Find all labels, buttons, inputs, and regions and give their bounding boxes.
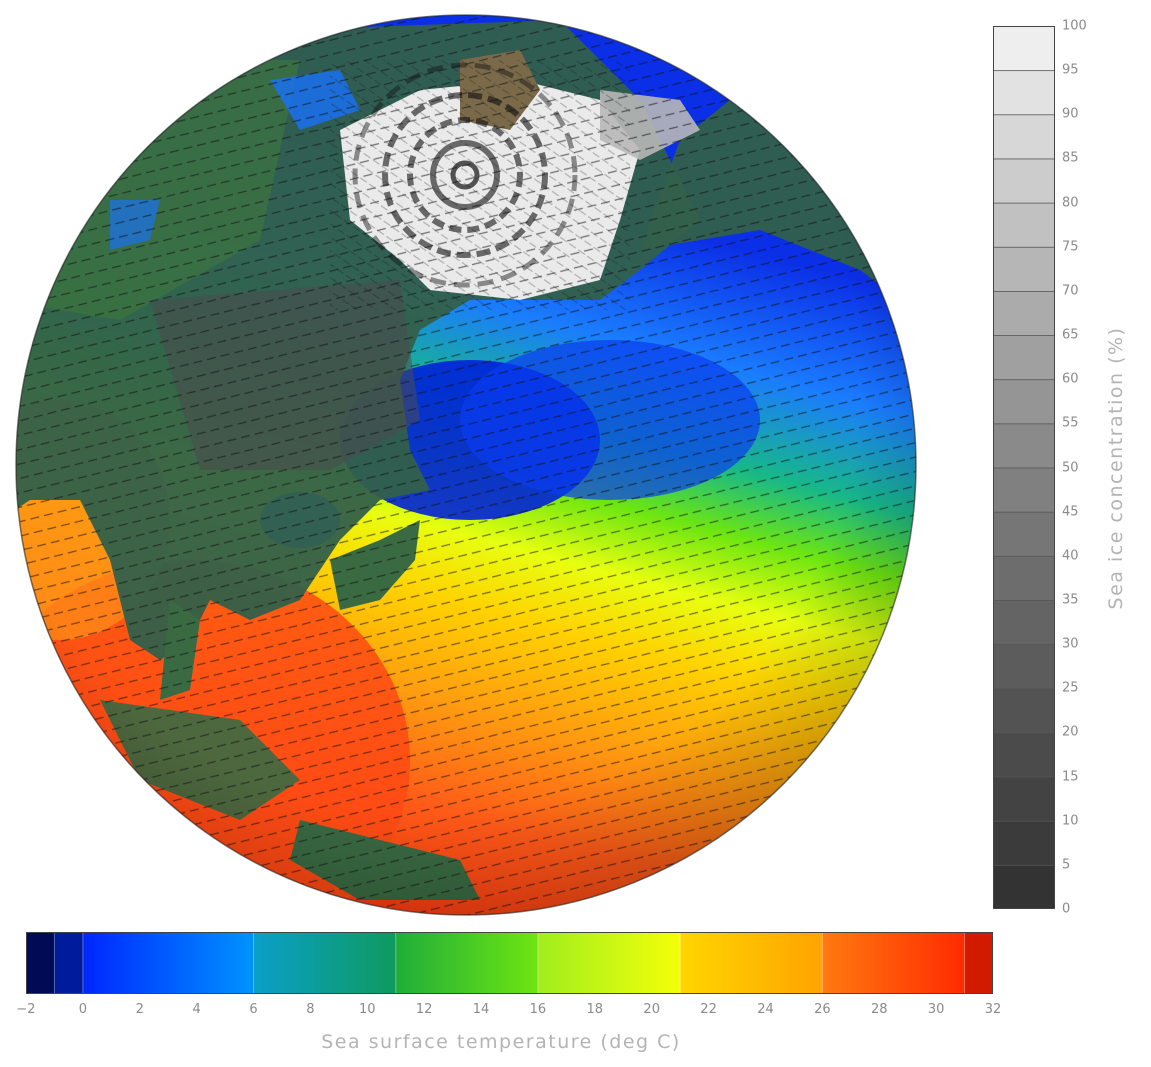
sst-band-2 [82,932,255,994]
sea-ice-colorbar [993,26,1055,909]
sst-tick-label: 16 [529,1002,547,1017]
ice-tick-label: 90 [1062,106,1079,122]
sst-tick-label: 4 [192,1002,201,1017]
sst-tick-label: 18 [586,1002,604,1017]
sst-band-6 [680,932,823,994]
sst-band-3 [253,932,397,994]
sst-band-1 [54,932,84,994]
ice-tick-label: 55 [1062,415,1079,431]
ice-band-3 [993,732,1055,778]
sst-tick-label: 10 [359,1002,376,1017]
sst-bar-frame [26,932,993,994]
ice-tick-label: 70 [1062,283,1079,299]
ice-tick-label: 50 [1062,460,1079,475]
ice-band-10 [993,422,1055,469]
ice-band-12 [993,334,1055,381]
ice-band-0 [993,864,1055,909]
sst-band-8 [964,932,993,994]
sst-colorbar [26,932,993,994]
sst-tick-label: 30 [927,1002,945,1017]
ice-band-6 [993,599,1055,646]
ice-tick-label: 35 [1062,592,1079,608]
sst-tick-label: 24 [757,1002,774,1017]
ice-tick-label: 95 [1062,62,1079,78]
sst-band-7 [822,932,966,994]
globe-surface [16,15,916,915]
ice-band-17 [993,113,1055,160]
ice-tick-label: 5 [1062,857,1071,873]
ice-band-11 [993,378,1055,425]
ice-tick-label: 75 [1062,239,1079,255]
sst-tick-label: 14 [472,1002,490,1017]
sst-tick-label: 32 [984,1002,1002,1017]
ice-tick-label: 85 [1062,150,1079,166]
sst-tick-label: 0 [78,1002,88,1017]
ice-band-14 [993,246,1055,292]
ice-band-9 [993,467,1055,513]
ice-band-4 [993,687,1055,734]
sst-tick-labels: −2 0 2 4 6 8 10 12 14 16 18 20 22 24 26 28 30 32 [0,1002,1151,1022]
sea-ice-tick-labels: 0 5 10 15 20 25 30 35 40 45 50 55 60 65 70 75 80 85 90 95 10… [1062,0,1102,1067]
ice-band-16 [993,158,1055,204]
ice-tick-label: 45 [1062,504,1079,520]
ice-band-18 [993,69,1055,116]
sst-tick-label: −2 [16,1002,36,1017]
ice-band-19 [993,26,1055,72]
ice-tick-label: 30 [1062,636,1079,652]
ice-tick-label: 15 [1062,769,1079,785]
sst-tick-label: 22 [700,1002,717,1017]
ice-band-5 [993,643,1055,690]
ice-tick-label: 80 [1062,195,1079,211]
sst-band-5 [537,932,681,994]
sst-tick-label: 6 [249,1002,258,1017]
ice-tick-label: 60 [1062,371,1079,387]
ice-band-15 [993,202,1055,248]
sst-tick-label: 8 [306,1002,315,1017]
ice-bar-frame [993,26,1055,909]
ice-band-1 [993,820,1055,866]
ice-tick-label: 25 [1062,680,1079,696]
ice-tick-label: 20 [1062,724,1079,740]
sst-tick-label: 2 [135,1002,144,1017]
sst-tick-label: 12 [415,1002,433,1017]
sst-tick-label: 20 [643,1002,660,1017]
ice-band-7 [993,555,1055,601]
sst-band-4 [395,932,539,994]
ice-band-8 [993,511,1055,557]
ice-band-13 [993,290,1055,336]
ice-band-2 [993,776,1055,822]
sst-tick-label: 26 [814,1002,831,1017]
sst-axis-title: Sea surface temperature (deg C) [321,1031,681,1053]
sst-band-0 [26,932,55,994]
ice-tick-label: 40 [1062,548,1079,564]
ice-tick-label: 0 [1062,901,1071,917]
ice-tick-label: 65 [1062,327,1079,343]
sst-tick-label: 28 [870,1002,888,1017]
ice-tick-label: 100 [1062,18,1087,34]
sea-ice-axis-title: Sea ice concentration (%) [1105,326,1127,610]
ice-tick-label: 10 [1062,813,1079,829]
